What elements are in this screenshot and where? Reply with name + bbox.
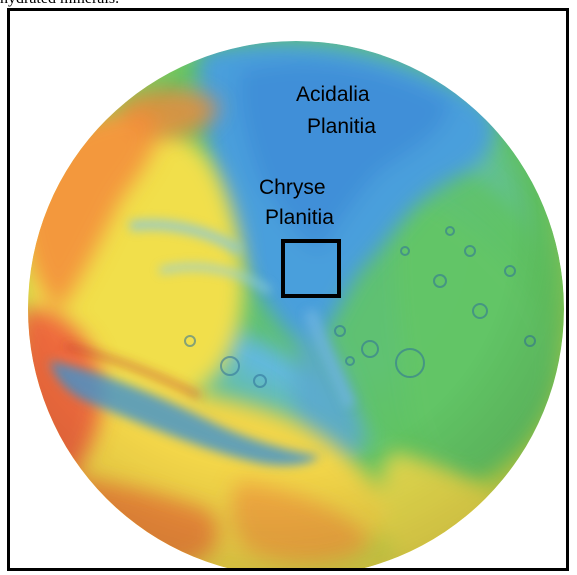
caption-text-fragment: hydrated minerals. [0,0,119,9]
mars-topographic-map [28,41,564,568]
label-chryse-line2: Planitia [265,206,334,229]
label-acidalia-line1: Acidalia [296,83,370,106]
label-chryse-line1: Chryse [259,176,326,199]
study-area-box [281,239,341,298]
map-frame: Acidalia Planitia Chryse Planitia [7,8,569,571]
label-acidalia-line2: Planitia [307,115,376,138]
